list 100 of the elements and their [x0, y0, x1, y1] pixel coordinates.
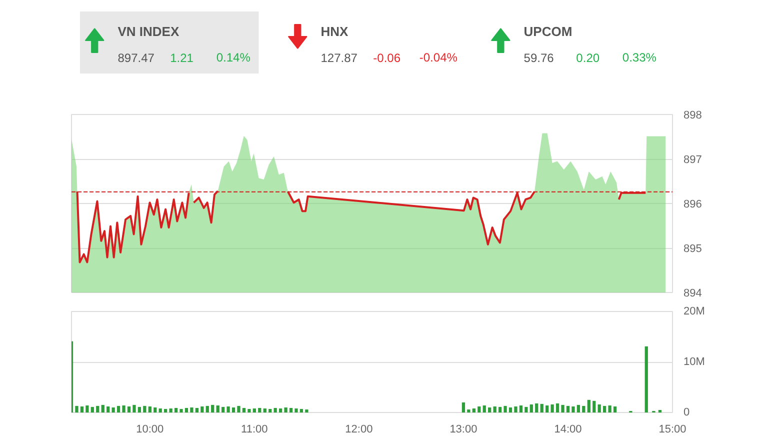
bar — [613, 406, 617, 412]
y-tick-label: 10M — [684, 356, 705, 368]
bar — [232, 407, 236, 412]
bar — [535, 403, 538, 412]
bar — [305, 409, 308, 412]
bar — [294, 408, 298, 412]
category-label: HNX — [320, 24, 349, 39]
bar — [278, 408, 282, 412]
bar — [116, 406, 120, 412]
bar — [524, 406, 528, 412]
bar — [101, 404, 104, 412]
bar — [587, 400, 590, 412]
category-label: VN INDEX — [118, 24, 180, 39]
data-label: -0.04% — [419, 50, 458, 64]
bar — [164, 408, 168, 412]
data-label: 0.20 — [576, 51, 600, 65]
bar — [289, 408, 293, 412]
data-label: 1.21 — [170, 51, 194, 65]
x-tick-label: 12:00 — [345, 424, 373, 436]
bar — [284, 407, 288, 412]
data-label: 897.47 — [118, 51, 155, 65]
x-tick-label: 11:00 — [241, 424, 268, 436]
bar — [658, 410, 662, 412]
bar — [252, 408, 256, 412]
x-tick-label: 15:00 — [658, 424, 686, 436]
y-tick-label: 897 — [684, 154, 702, 166]
bar — [462, 402, 466, 412]
bar — [566, 406, 570, 412]
bar — [300, 408, 304, 412]
bar — [504, 406, 507, 412]
bar — [556, 403, 560, 412]
bar — [206, 406, 209, 412]
bar — [478, 406, 481, 412]
bar — [598, 404, 601, 412]
bar — [138, 406, 142, 412]
bar — [96, 406, 100, 412]
bar — [122, 405, 126, 412]
bar — [80, 406, 84, 412]
y-tick-label: 20M — [684, 306, 705, 318]
bar — [190, 407, 194, 412]
bar — [132, 404, 136, 412]
bar — [169, 408, 172, 412]
bar — [75, 406, 78, 412]
bar — [582, 406, 586, 412]
bar — [488, 407, 492, 412]
bar — [221, 406, 225, 412]
bar — [540, 404, 544, 412]
bar — [530, 404, 533, 412]
bar — [519, 405, 523, 412]
y-tick-label: 896 — [684, 198, 702, 210]
data-label: -0.06 — [373, 51, 401, 65]
bar — [493, 406, 496, 412]
data-label: 59.76 — [524, 51, 554, 65]
bar — [180, 408, 183, 412]
bar — [608, 405, 612, 412]
x-tick-label: 13:00 — [450, 424, 478, 436]
bar — [127, 406, 131, 412]
bar — [154, 407, 157, 412]
bar — [263, 408, 266, 412]
bar — [148, 406, 152, 412]
bar — [237, 406, 240, 412]
bar — [561, 404, 564, 412]
bar — [258, 408, 262, 412]
bar — [572, 406, 575, 412]
y-tick-label: 895 — [684, 243, 702, 255]
bar — [546, 405, 549, 412]
bar — [242, 408, 246, 412]
bar — [248, 408, 251, 412]
bar — [482, 405, 486, 412]
bar — [112, 407, 115, 412]
bar — [106, 406, 110, 412]
bar — [644, 346, 648, 412]
data-label: 0.14% — [216, 50, 251, 64]
data-label: 0.33% — [622, 50, 657, 64]
bar — [472, 408, 476, 412]
bar — [211, 404, 214, 412]
bar — [158, 408, 162, 412]
bar — [90, 406, 94, 412]
bar — [268, 408, 272, 412]
bar — [592, 400, 596, 412]
bar — [467, 409, 470, 412]
bar — [195, 408, 198, 412]
bar — [550, 404, 554, 412]
y-tick-label: 0 — [684, 406, 690, 418]
bar — [576, 404, 580, 412]
bar — [508, 407, 512, 412]
bar — [498, 406, 502, 412]
bar — [86, 405, 89, 412]
category-label: UPCOM — [524, 24, 572, 39]
bar — [200, 406, 204, 412]
data-label: 127.87 — [320, 51, 358, 65]
bar — [602, 406, 606, 412]
bar — [216, 405, 220, 412]
bar — [143, 406, 146, 412]
y-tick-label: 898 — [684, 110, 702, 122]
bar — [226, 406, 230, 412]
y-tick-label: 894 — [684, 288, 702, 300]
bar — [514, 406, 518, 412]
bar — [174, 408, 178, 412]
x-tick-label: 10:00 — [136, 424, 164, 436]
